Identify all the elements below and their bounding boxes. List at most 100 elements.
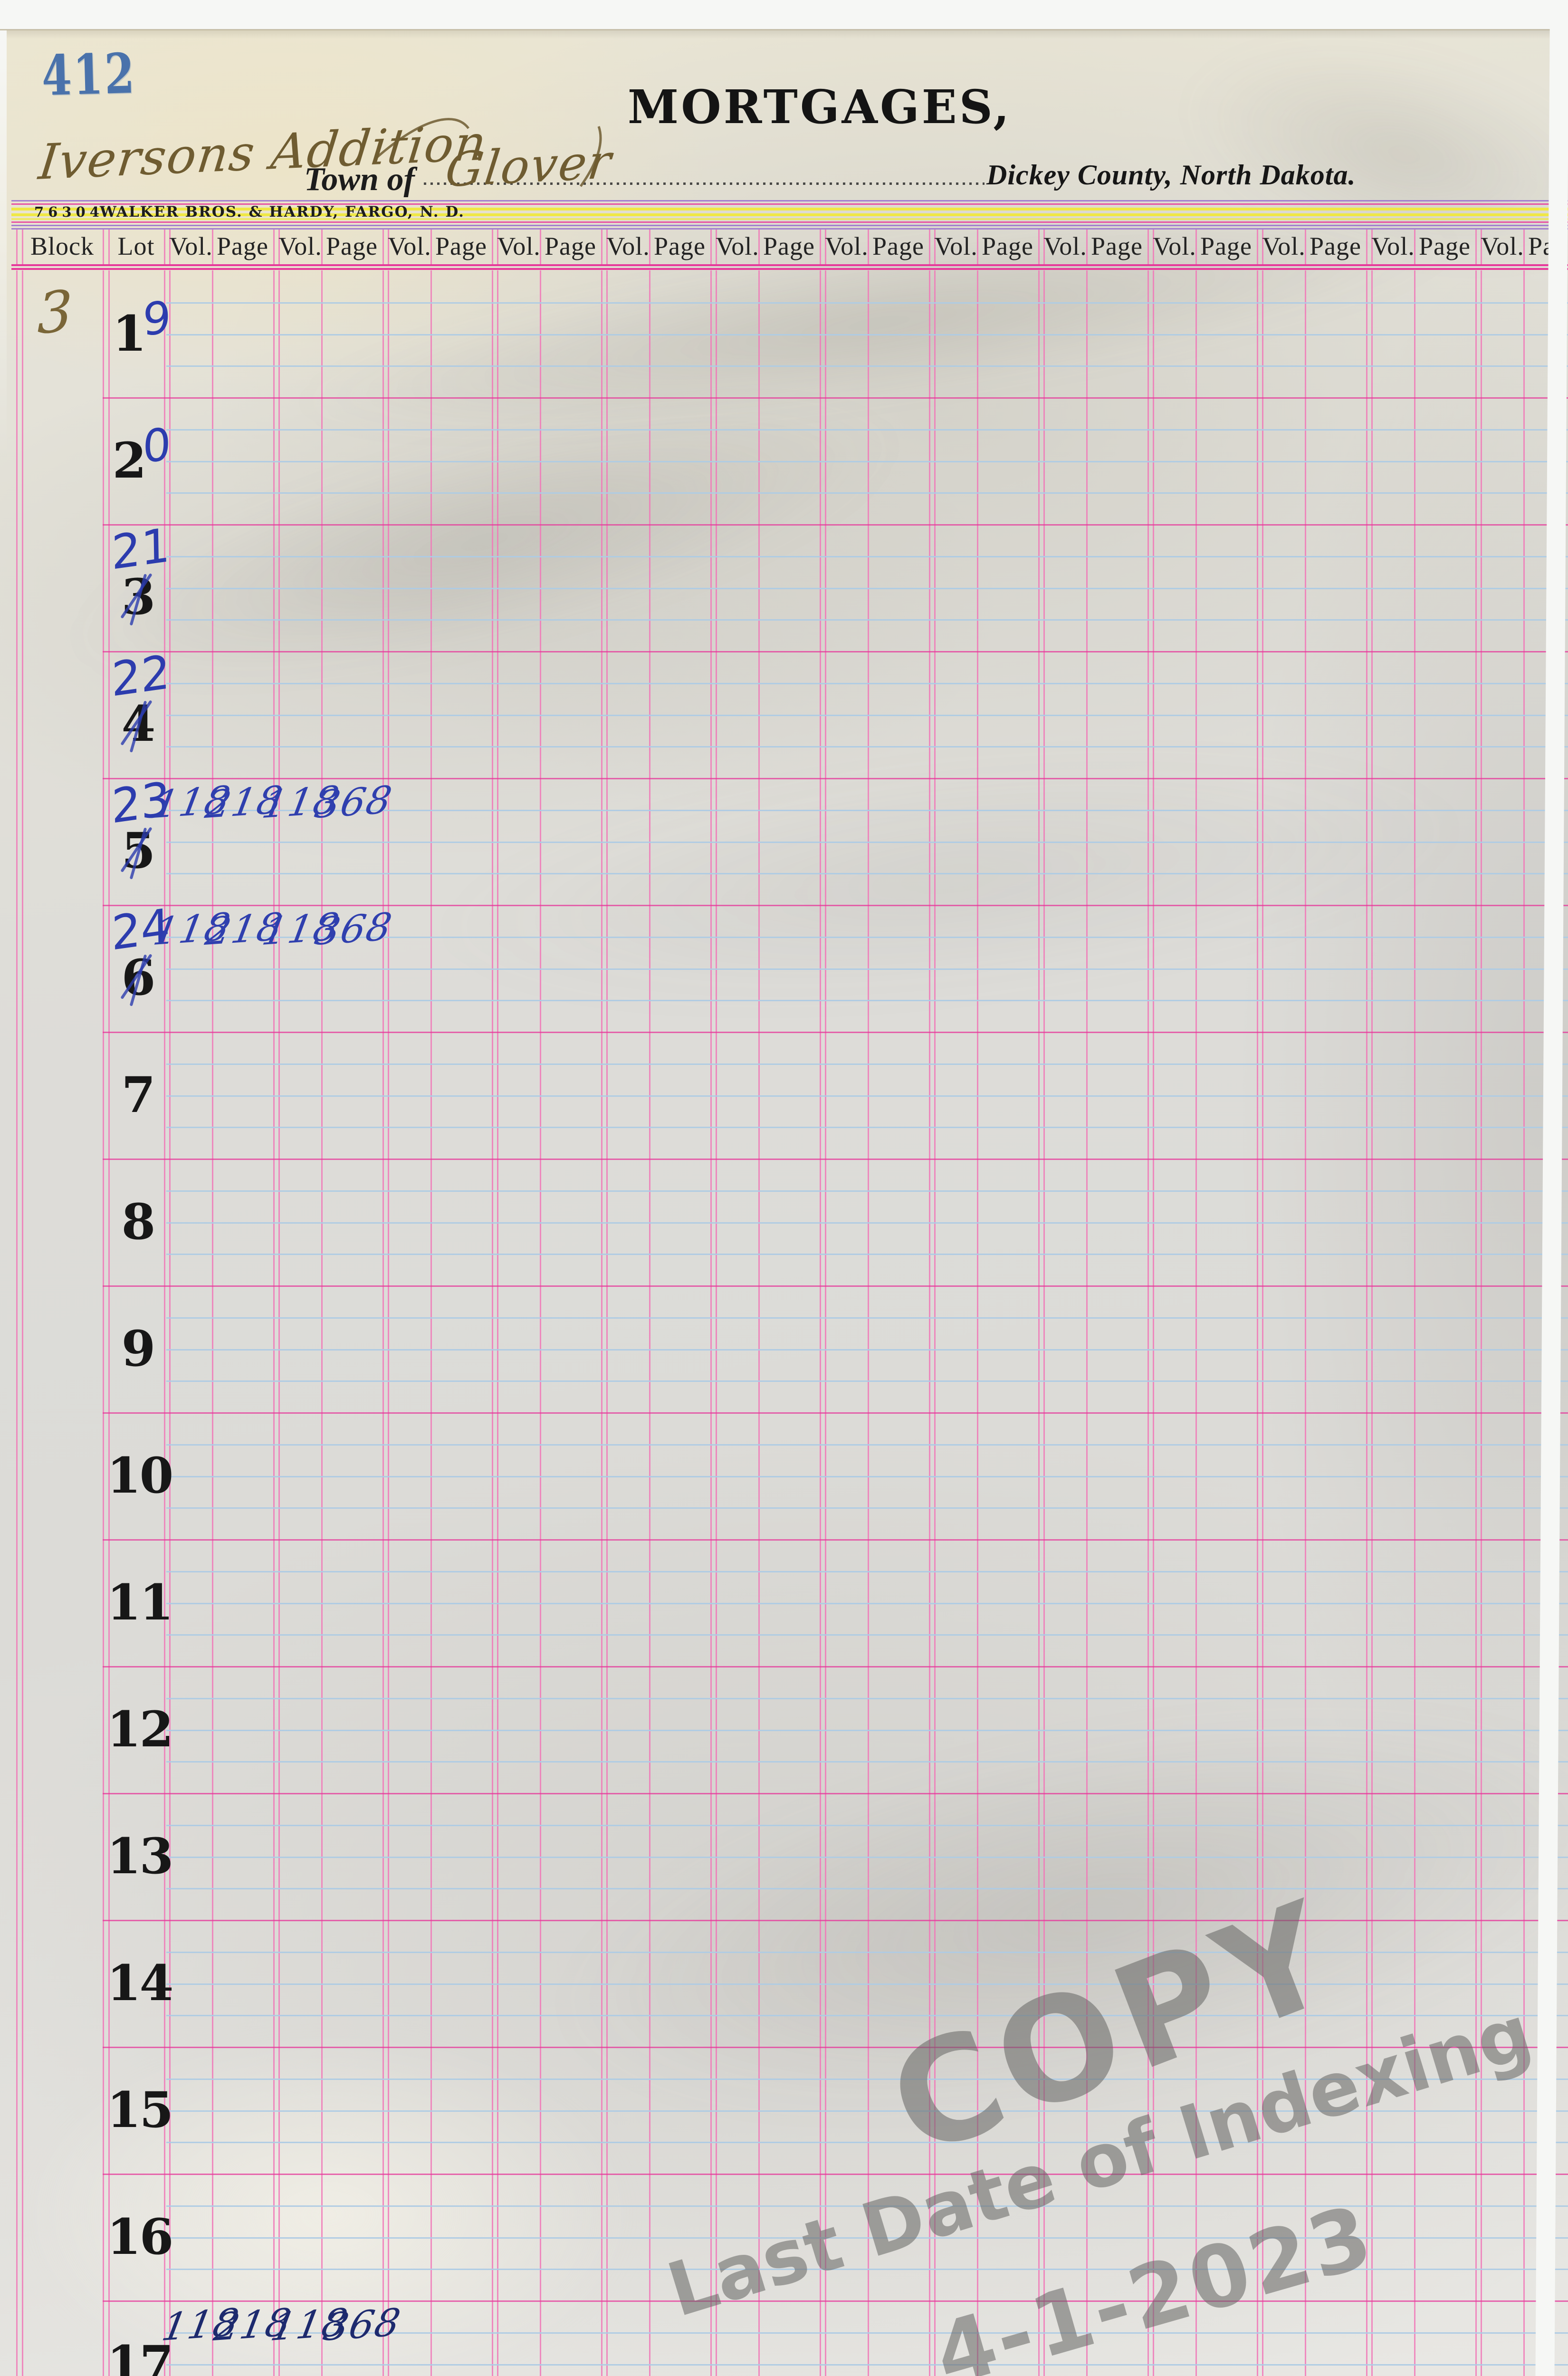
row-separator: [103, 1920, 1568, 1921]
table-top-border: [11, 268, 1568, 270]
grid-line: [601, 230, 602, 265]
writing-line: [166, 556, 1568, 557]
grid-line: [1262, 270, 1263, 2376]
lot-number-printed: 10: [107, 1447, 173, 1504]
rule-line: [11, 228, 1568, 230]
writing-line: [166, 2269, 1568, 2270]
lot-number-printed: 3: [107, 573, 169, 626]
writing-line: [166, 1888, 1568, 1889]
rule-line: [11, 208, 1568, 211]
writing-line: [166, 302, 1568, 304]
column-header-vol: Vol.: [497, 232, 541, 260]
grid-line: [1371, 230, 1373, 265]
grid-line: [388, 270, 389, 2376]
grid-line: [820, 270, 821, 2376]
grid-line: [929, 270, 930, 2376]
grid-line: [382, 270, 384, 2376]
writing-line: [166, 2079, 1568, 2080]
grid-line: [1195, 230, 1197, 265]
writing-line: [166, 2364, 1568, 2366]
grid-line: [1153, 270, 1154, 2376]
writing-line: [166, 1063, 1568, 1065]
grid-line: [825, 270, 826, 2376]
writing-line: [166, 1983, 1568, 1985]
column-header-vol: Vol.: [1371, 232, 1415, 260]
lot-number-printed: 5: [107, 826, 169, 880]
writing-line: [166, 1444, 1568, 1446]
column-header-vol: Vol.: [825, 232, 869, 260]
grid-line: [273, 270, 275, 2376]
grid-line: [606, 230, 608, 265]
grid-line: [1257, 230, 1258, 265]
grid-line: [273, 230, 275, 265]
writing-line: [166, 1254, 1568, 1255]
writing-line: [166, 968, 1568, 970]
writing-line: [166, 365, 1568, 367]
writing-line: [166, 429, 1568, 431]
writing-line: [166, 2237, 1568, 2239]
paper-top-edge: [0, 29, 1568, 30]
column-header-page: Page: [1091, 232, 1143, 260]
printer-imprint: 76304 WALKER BROS. & HARDY, FARGO, N. D.: [0, 204, 1568, 220]
grid-line: [540, 230, 541, 265]
grid-line: [649, 230, 650, 265]
column-header-page: Page: [763, 232, 815, 260]
row-separator: [103, 1539, 1568, 1541]
lot-number-printed: 2: [112, 432, 147, 489]
writing-line: [166, 1000, 1568, 1001]
lot-number-handwritten: 22: [111, 644, 171, 708]
writing-line: [166, 1730, 1568, 1731]
entry-value: 368: [311, 904, 396, 954]
grid-line: [321, 230, 323, 265]
grid-line: [1195, 270, 1197, 2376]
grid-line: [1043, 270, 1045, 2376]
writing-line: [166, 492, 1568, 494]
grid-line: [169, 230, 171, 265]
column-header-page: Page: [872, 232, 924, 260]
row-separator: [103, 2047, 1568, 2048]
row-separator: [103, 1285, 1568, 1287]
writing-line: [166, 2332, 1568, 2334]
column-header-vol: Vol.: [934, 232, 978, 260]
lot-number-printed: 12: [107, 1701, 173, 1758]
column-header-vol: Vol.: [1043, 232, 1087, 260]
handwritten-block-number: 3: [37, 277, 73, 347]
grid-line: [606, 270, 608, 2376]
lot-number-printed: 8: [121, 1193, 156, 1251]
lot-number-printed: 16: [107, 2208, 173, 2266]
writing-line: [166, 1698, 1568, 1699]
grid-line: [492, 230, 493, 265]
writing-line: [166, 810, 1568, 811]
rule-line: [11, 200, 1568, 201]
grid-line: [1305, 270, 1306, 2376]
cross-out-stroke: [120, 573, 153, 619]
writing-line: [166, 1190, 1568, 1192]
writing-line: [166, 1476, 1568, 1477]
grid-line: [601, 270, 602, 2376]
grid-line: [1038, 270, 1040, 2376]
grid-line: [1481, 270, 1482, 2376]
writing-line: [166, 334, 1568, 335]
column-header-block: Block: [30, 232, 94, 260]
grid-line: [1257, 270, 1258, 2376]
writing-line: [166, 683, 1568, 684]
cross-out-stroke: [120, 953, 153, 1000]
dotted-leader-line: [424, 182, 985, 185]
writing-line: [166, 1095, 1568, 1097]
grid-line: [103, 230, 104, 265]
lot-number-handwritten: 21: [111, 517, 171, 581]
row-separator: [103, 2174, 1568, 2175]
lot-number-printed: 7: [121, 1066, 156, 1124]
grid-line: [164, 230, 165, 265]
writing-line: [166, 1222, 1568, 1224]
grid-line: [16, 270, 18, 2376]
writing-line: [166, 1761, 1568, 1763]
paper-edge-shadow: [0, 30, 1568, 39]
rule-line: [11, 218, 1568, 220]
grid-line: [1475, 270, 1477, 2376]
grid-line: [1366, 230, 1367, 265]
grid-line: [977, 270, 978, 2376]
county-state-label: Dickey County, North Dakota.: [986, 159, 1356, 191]
grid-line: [1414, 230, 1415, 265]
grid-line: [1147, 230, 1149, 265]
